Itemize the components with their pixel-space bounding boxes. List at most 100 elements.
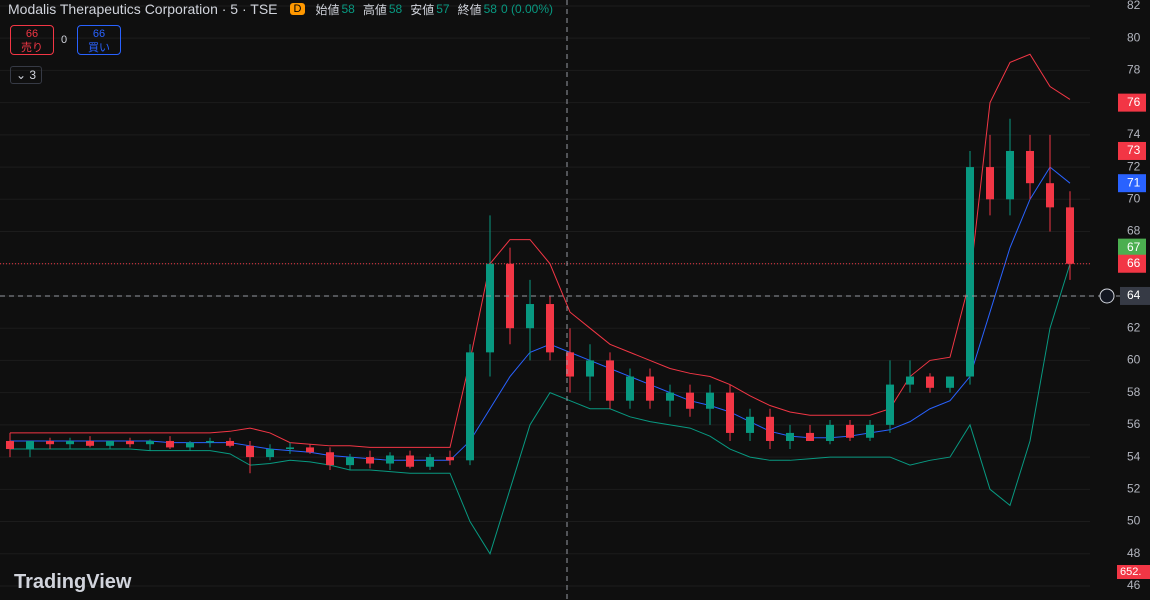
band-line — [10, 263, 1071, 555]
price-label-bg — [1118, 93, 1146, 112]
band-line — [10, 166, 1071, 461]
candle-body — [206, 440, 214, 443]
candle-body — [306, 447, 314, 453]
candle-body — [526, 304, 534, 329]
ohlc-label: 安値 — [410, 2, 435, 17]
price-label: 67 — [1127, 240, 1141, 254]
candle-body — [706, 392, 714, 409]
y-tick-label: 48 — [1127, 546, 1141, 560]
indicators-count: 3 — [29, 68, 37, 82]
candle-body — [106, 440, 114, 446]
candle-body — [806, 432, 814, 441]
y-tick-label: 56 — [1127, 417, 1141, 431]
candle-body — [646, 376, 654, 401]
candle-body — [686, 392, 694, 409]
ohlc-label: 終値 — [457, 2, 482, 17]
sell-label: 売り — [21, 42, 43, 54]
candle-body — [1006, 150, 1014, 200]
price-label: 73 — [1127, 143, 1141, 157]
y-tick-label: 50 — [1127, 514, 1141, 528]
candle-body — [146, 440, 154, 445]
candle-body — [66, 440, 74, 445]
y-tick-label: 46 — [1127, 578, 1141, 592]
ohlc-value: 58 — [341, 2, 355, 16]
candle-body — [786, 432, 794, 441]
candle-body — [1046, 183, 1054, 208]
candle-body — [386, 455, 394, 464]
band-line — [10, 53, 1071, 448]
candle-body — [446, 457, 454, 461]
ohlc-label: 始値 — [315, 2, 340, 17]
candle-body — [986, 167, 994, 200]
price-label: 76 — [1127, 95, 1141, 109]
candle-body — [466, 352, 474, 461]
crosshair-label-bg — [1120, 286, 1150, 305]
candle-body — [126, 440, 134, 445]
candle-body — [486, 263, 494, 353]
y-tick-label: 58 — [1127, 385, 1141, 399]
sell-button[interactable]: 66 売り — [10, 25, 54, 55]
buy-button[interactable]: 66 買い — [77, 25, 121, 55]
candle-body — [766, 416, 774, 441]
candle-body — [26, 440, 34, 450]
candle-body — [1026, 150, 1034, 184]
price-label-bg — [1118, 254, 1146, 273]
candle-body — [546, 304, 554, 353]
y-tick-label: 54 — [1127, 449, 1141, 463]
candle-body — [266, 449, 274, 458]
candle-body — [326, 452, 334, 466]
candle-body — [46, 440, 54, 445]
candle-body — [186, 442, 194, 448]
candle-body — [566, 352, 574, 377]
candle-body — [366, 457, 374, 464]
buy-price: 66 — [92, 28, 106, 40]
candle-body — [166, 440, 174, 448]
candle-body — [346, 457, 354, 466]
crosshair-plus — [1099, 288, 1115, 304]
ohlc-value: 58 — [388, 2, 403, 16]
price-label: 71 — [1127, 175, 1141, 189]
y-tick-label: 80 — [1127, 30, 1141, 44]
candle-body — [1066, 207, 1074, 264]
ohlc-value: 57 — [436, 2, 450, 16]
candle-body — [926, 376, 934, 388]
price-label: 66 — [1127, 256, 1141, 270]
y-tick-label: 60 — [1127, 353, 1141, 367]
candle-body — [726, 392, 734, 433]
candle-body — [586, 360, 594, 377]
candle-body — [86, 440, 94, 446]
volume-label: 652. — [1117, 565, 1150, 579]
badge: D — [289, 3, 306, 15]
candle-body — [966, 167, 974, 377]
price-label-bg — [1118, 238, 1146, 257]
y-tick-label: 82 — [1127, 0, 1141, 12]
indicators-toggle[interactable]: ⌄ 3 — [10, 66, 43, 84]
candle-body — [286, 447, 294, 450]
symbol[interactable]: Modalis Therapeutics Corporation · 5 · T… — [8, 1, 278, 17]
candle-body — [906, 376, 914, 385]
candle-body — [246, 445, 254, 458]
candle-body — [626, 376, 634, 401]
ohlc: 始値 58 高値 58 安値 57 終値 58 — [309, 1, 497, 18]
candle-body — [426, 457, 434, 467]
price-label-bg — [1118, 141, 1146, 160]
y-tick-label: 78 — [1127, 63, 1141, 77]
spread: 0 — [61, 34, 68, 46]
candle-body — [506, 263, 514, 329]
candle-body — [946, 376, 954, 388]
candle-body — [886, 384, 894, 425]
candle-body — [406, 455, 414, 467]
candle-body — [846, 424, 854, 438]
change: 0 (0.00%) — [500, 2, 553, 16]
candle-body — [746, 416, 754, 433]
candle-body — [866, 424, 874, 438]
y-tick-label: 68 — [1127, 224, 1141, 238]
header: Modalis Therapeutics Corporation · 5 · T… — [8, 0, 553, 18]
candle-body — [6, 440, 14, 450]
crosshair-label: 64 — [1127, 288, 1141, 302]
y-tick-label: 52 — [1127, 481, 1141, 495]
candle-body — [826, 424, 834, 441]
candle-body — [666, 392, 674, 401]
